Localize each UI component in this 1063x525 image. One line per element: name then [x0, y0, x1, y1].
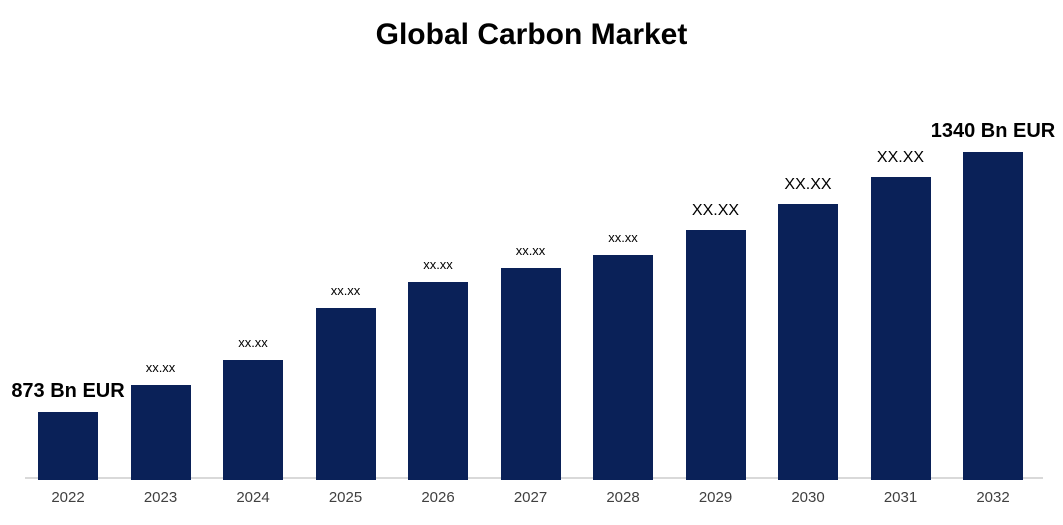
- plot-area: 873 Bn EUR 2022 xx.xx 2023 xx.xx 2024 xx.xx 202…: [11, 60, 1056, 506]
- bar: [685, 230, 746, 480]
- bar-column: xx.xx 2027: [500, 243, 561, 506]
- bar-value-label: XX.XX: [691, 202, 740, 219]
- page-title: Global Carbon Market: [375, 18, 688, 51]
- bar-column: 873 Bn EUR 2022: [11, 381, 124, 506]
- bar: [870, 177, 931, 480]
- bar-column: 1340 Bn EUR 2032: [931, 121, 1056, 506]
- bar: [130, 385, 191, 480]
- bar: [593, 255, 653, 480]
- bar-column: XX.XX 2029: [685, 202, 746, 506]
- bar: [38, 412, 98, 480]
- bar: [500, 268, 561, 480]
- bar-value-label: 873 Bn EUR: [11, 380, 125, 402]
- x-tick-label: 2029: [698, 489, 733, 506]
- bar: [408, 282, 468, 480]
- bar: [778, 204, 838, 480]
- bar-column: XX.XX 2031: [870, 149, 931, 506]
- bar-value-label: xx.xx: [608, 230, 638, 245]
- bar-column: xx.xx 2023: [130, 360, 191, 506]
- bar: [223, 360, 283, 480]
- bar-value-label: xx.xx: [238, 335, 268, 350]
- bar-column: xx.xx 2026: [408, 257, 468, 506]
- bar-value-label: XX.XX: [876, 149, 925, 166]
- x-tick-label: 2031: [883, 489, 918, 506]
- bar-value-label: XX.XX: [784, 176, 832, 193]
- bar-column: xx.xx 2028: [593, 230, 653, 506]
- x-tick-label: 2032: [976, 489, 1010, 506]
- x-tick-label: 2025: [328, 489, 363, 506]
- bar: [963, 152, 1023, 480]
- bar-column: xx.xx 2025: [315, 283, 376, 506]
- x-tick-label: 2028: [606, 489, 640, 506]
- bar-value-label: 1340 Bn EUR: [930, 120, 1056, 142]
- x-tick-label: 2026: [421, 489, 455, 506]
- bar-column: XX.XX 2030: [778, 176, 838, 506]
- bar: [315, 308, 376, 480]
- x-tick-label: 2030: [791, 489, 825, 506]
- x-tick-label: 2027: [513, 489, 548, 506]
- bar-value-label: xx.xx: [330, 283, 361, 298]
- x-tick-label: 2022: [51, 489, 85, 506]
- x-tick-label: 2024: [236, 489, 270, 506]
- bar-value-label: xx.xx: [423, 257, 453, 272]
- bar-column: xx.xx 2024: [223, 335, 283, 506]
- x-tick-label: 2023: [143, 489, 178, 506]
- bar-value-label: xx.xx: [145, 360, 176, 375]
- bar-value-label: xx.xx: [515, 243, 546, 258]
